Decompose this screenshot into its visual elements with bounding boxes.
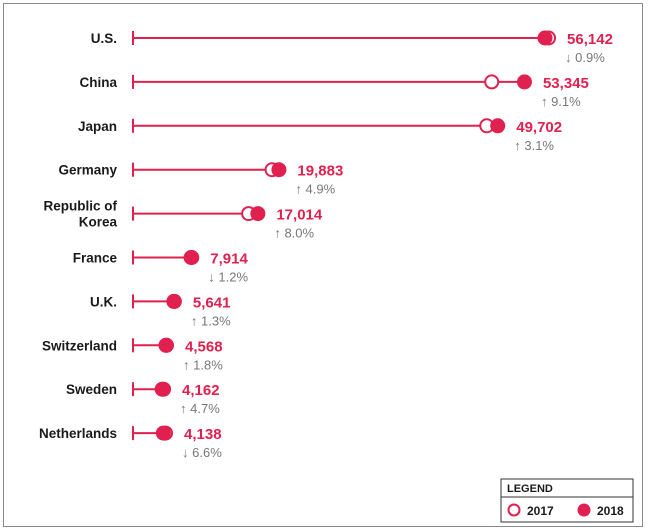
change-label: ↑ 4.7% (180, 401, 220, 416)
category-label: Sweden (66, 382, 117, 397)
legend-box (500, 478, 634, 523)
value-label: 4,162 (182, 382, 220, 399)
legend-marker-2017 (507, 503, 521, 517)
value-label: 4,568 (185, 338, 223, 355)
category-label: Switzerland (42, 338, 117, 353)
marker-2018 (156, 381, 172, 397)
category-label: U.K. (90, 294, 117, 309)
change-label: ↓ 1.2% (208, 270, 248, 285)
value-label: 49,702 (516, 119, 562, 136)
marker-2017 (484, 74, 500, 90)
value-label: 56,142 (567, 31, 613, 48)
category-label: Netherlands (39, 426, 117, 441)
legend-label-2018: 2018 (597, 504, 624, 518)
category-label: France (73, 251, 118, 266)
change-label: ↑ 3.1% (514, 138, 554, 153)
category-label: Korea (79, 215, 118, 230)
marker-2018 (271, 162, 287, 178)
legend-marker-2018 (577, 503, 591, 517)
change-label: ↑ 9.1% (541, 94, 581, 109)
legend-label-2017: 2017 (527, 504, 554, 518)
change-label: ↑ 1.3% (191, 313, 231, 328)
category-label: Republic of (44, 199, 118, 214)
value-label: 17,014 (276, 207, 323, 224)
marker-2018 (250, 206, 266, 222)
marker-2018 (155, 425, 171, 441)
marker-2018 (516, 74, 532, 90)
marker-2018 (537, 30, 553, 46)
change-label: ↑ 4.9% (295, 182, 335, 197)
marker-2018 (159, 337, 175, 353)
value-label: 4,138 (184, 426, 222, 443)
change-label: ↓ 0.9% (565, 50, 605, 65)
value-label: 5,641 (193, 294, 231, 311)
chart-frame (3, 3, 643, 527)
marker-2018 (166, 293, 182, 309)
change-label: ↑ 1.8% (183, 357, 223, 372)
value-label: 53,345 (543, 75, 589, 92)
category-label: U.S. (91, 31, 117, 46)
marker-2018 (490, 118, 506, 134)
category-label: Germany (58, 163, 117, 178)
change-label: ↑ 8.0% (274, 226, 314, 241)
category-label: China (79, 75, 117, 90)
value-label: 7,914 (210, 251, 248, 268)
legend-title: LEGEND (507, 483, 553, 495)
value-label: 19,883 (297, 163, 343, 180)
category-label: Japan (78, 119, 117, 134)
change-label: ↓ 6.6% (182, 445, 222, 460)
marker-2018 (183, 250, 199, 265)
